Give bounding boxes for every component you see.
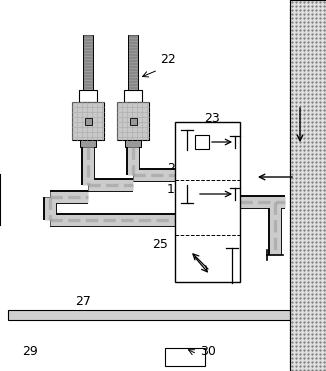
Bar <box>195 135 209 149</box>
Bar <box>8 310 290 320</box>
Text: 30: 30 <box>200 345 216 358</box>
Bar <box>128 35 138 90</box>
Bar <box>80 140 96 147</box>
Bar <box>130 118 137 125</box>
Bar <box>290 0 326 371</box>
Text: 18: 18 <box>167 183 183 196</box>
Text: 24: 24 <box>167 162 183 175</box>
Bar <box>79 90 97 102</box>
Bar <box>175 122 240 282</box>
Bar <box>165 348 205 366</box>
Text: 25: 25 <box>152 238 168 251</box>
Bar <box>124 90 142 102</box>
Bar <box>117 102 149 140</box>
Bar <box>125 140 141 147</box>
Bar <box>83 35 93 90</box>
Text: 22: 22 <box>160 53 176 66</box>
Bar <box>85 118 92 125</box>
Text: 27: 27 <box>75 295 91 308</box>
Text: 29: 29 <box>22 345 38 358</box>
Bar <box>72 102 104 140</box>
Text: 23: 23 <box>204 112 220 125</box>
